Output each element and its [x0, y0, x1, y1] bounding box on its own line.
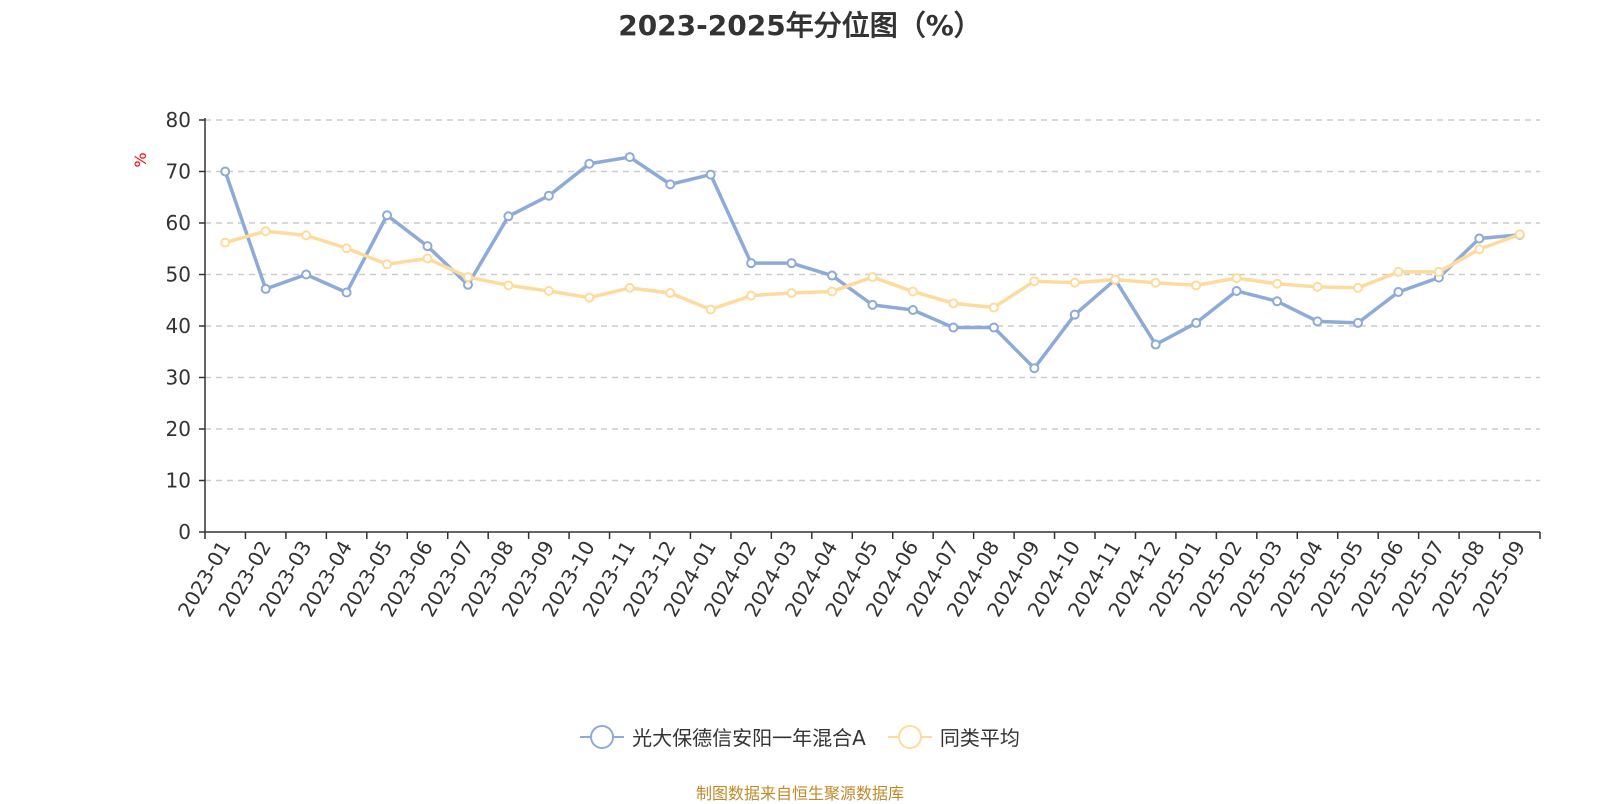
series-lines	[220, 152, 1525, 374]
data-point-series-1[interactable]	[422, 253, 433, 264]
data-point-series-0[interactable]	[543, 190, 554, 201]
data-point-series-1[interactable]	[1191, 280, 1202, 291]
legend-label-fund: 光大保德信安阳一年混合A	[632, 726, 866, 750]
data-point-series-1[interactable]	[341, 243, 352, 254]
data-point-series-1[interactable]	[1231, 273, 1242, 284]
data-point-series-1[interactable]	[301, 230, 312, 241]
data-point-series-1[interactable]	[907, 286, 918, 297]
data-point-series-1[interactable]	[1474, 244, 1485, 255]
data-point-series-1[interactable]	[867, 272, 878, 283]
data-point-series-1[interactable]	[1312, 281, 1323, 292]
line-chart: 010203040506070802023-012023-022023-0320…	[131, 108, 1541, 621]
data-point-series-1[interactable]	[827, 286, 838, 297]
data-point-series-1[interactable]	[1352, 282, 1363, 293]
data-point-series-0[interactable]	[260, 283, 271, 294]
y-tick-label: 0	[178, 520, 191, 544]
data-point-series-0[interactable]	[1474, 233, 1485, 244]
series-line-1	[224, 229, 1521, 312]
data-point-series-0[interactable]	[1150, 339, 1161, 350]
data-point-series-0[interactable]	[503, 211, 514, 222]
data-point-series-1[interactable]	[503, 280, 514, 291]
data-point-series-1[interactable]	[462, 272, 473, 283]
data-point-series-0[interactable]	[827, 270, 838, 281]
data-point-series-0[interactable]	[1272, 296, 1283, 307]
data-point-series-1[interactable]	[584, 292, 595, 303]
legend-item-fund[interactable]: 光大保德信安阳一年混合A	[580, 722, 866, 751]
data-point-series-0[interactable]	[1312, 316, 1323, 327]
data-point-series-0[interactable]	[584, 158, 595, 169]
data-point-series-0[interactable]	[907, 305, 918, 316]
data-point-series-1[interactable]	[1514, 229, 1525, 240]
data-point-series-0[interactable]	[341, 287, 352, 298]
data-point-series-1[interactable]	[1272, 278, 1283, 289]
y-tick-label: 70	[166, 160, 191, 184]
y-tick-label: 30	[166, 366, 191, 390]
data-point-series-0[interactable]	[867, 299, 878, 310]
chart-title: 2023-2025年分位图（%）	[618, 9, 982, 42]
data-point-series-0[interactable]	[1191, 317, 1202, 328]
data-point-series-0[interactable]	[665, 179, 676, 190]
data-point-series-1[interactable]	[786, 288, 797, 299]
data-point-series-1[interactable]	[1029, 276, 1040, 287]
data-point-series-0[interactable]	[705, 169, 716, 180]
data-point-series-0[interactable]	[1069, 309, 1080, 320]
legend-label-peer-average: 同类平均	[939, 726, 1020, 750]
y-tick-label: 40	[166, 314, 191, 338]
data-point-series-1[interactable]	[1110, 274, 1121, 285]
data-point-series-1[interactable]	[948, 298, 959, 309]
y-tick-label: 10	[166, 469, 191, 493]
data-source-note: 制图数据来自恒生聚源数据库	[695, 784, 904, 803]
axes: 010203040506070802023-012023-022023-0320…	[166, 108, 1541, 621]
data-point-series-1[interactable]	[624, 282, 635, 293]
legend: 光大保德信安阳一年混合A 同类平均	[0, 722, 1600, 751]
y-tick-label: 20	[166, 417, 191, 441]
series-line-0	[223, 155, 1520, 370]
legend-item-peer-average[interactable]: 同类平均	[887, 722, 1020, 751]
data-point-series-0[interactable]	[1231, 285, 1242, 296]
data-point-series-0[interactable]	[1352, 317, 1363, 328]
data-point-series-1[interactable]	[746, 290, 757, 301]
data-point-series-0[interactable]	[988, 322, 999, 333]
data-point-series-1[interactable]	[260, 226, 271, 237]
data-point-series-0[interactable]	[786, 258, 797, 269]
data-point-series-0[interactable]	[1393, 287, 1404, 298]
data-point-series-1[interactable]	[220, 237, 231, 248]
data-point-series-1[interactable]	[382, 259, 393, 270]
data-point-series-1[interactable]	[1150, 277, 1161, 288]
data-point-series-0[interactable]	[1029, 363, 1040, 374]
data-point-series-1[interactable]	[988, 302, 999, 313]
y-tick-label: 60	[166, 211, 191, 235]
data-point-series-1[interactable]	[1433, 266, 1444, 277]
legend-marker-fund-icon	[580, 724, 625, 750]
data-point-series-0[interactable]	[382, 210, 393, 221]
data-point-series-0[interactable]	[301, 269, 312, 280]
data-point-series-0[interactable]	[624, 152, 635, 163]
y-axis-label: %	[131, 152, 150, 167]
data-point-series-0[interactable]	[220, 166, 231, 177]
data-point-series-1[interactable]	[705, 304, 716, 315]
data-point-series-1[interactable]	[1393, 266, 1404, 277]
data-point-series-0[interactable]	[746, 258, 757, 269]
y-tick-label: 80	[166, 108, 191, 132]
data-point-series-0[interactable]	[948, 322, 959, 333]
data-point-series-1[interactable]	[543, 285, 554, 296]
data-point-series-1[interactable]	[1069, 277, 1080, 288]
data-point-series-0[interactable]	[422, 241, 433, 252]
legend-marker-peer-icon	[887, 724, 932, 750]
y-tick-label: 50	[166, 263, 191, 287]
data-point-series-1[interactable]	[665, 288, 676, 299]
